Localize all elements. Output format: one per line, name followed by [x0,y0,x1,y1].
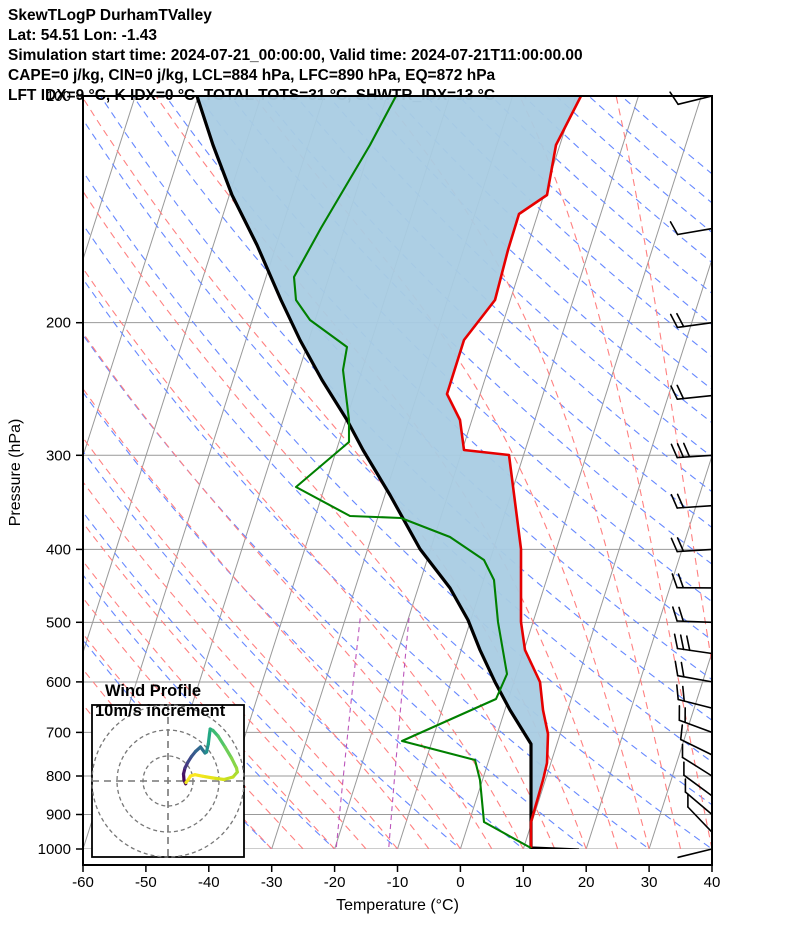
svg-text:-40: -40 [198,874,220,891]
svg-text:Simulation start time: 2024-07: Simulation start time: 2024-07-21_00:00:… [8,47,583,64]
svg-text:Wind Profile: Wind Profile [105,682,201,700]
svg-text:10: 10 [515,874,532,891]
svg-text:30: 30 [641,874,658,891]
svg-text:10m/s increment: 10m/s increment [95,702,226,720]
svg-text:SkewTLogP DurhamTValley: SkewTLogP DurhamTValley [8,7,212,24]
svg-text:300: 300 [46,447,71,464]
svg-text:1000: 1000 [38,841,71,858]
svg-text:-60: -60 [72,874,94,891]
svg-text:-30: -30 [261,874,283,891]
svg-text:900: 900 [46,807,71,824]
svg-text:-10: -10 [387,874,409,891]
svg-text:200: 200 [46,315,71,332]
svg-text:100: 100 [46,88,71,105]
svg-text:-50: -50 [135,874,157,891]
svg-text:40: 40 [704,874,721,891]
svg-text:500: 500 [46,614,71,631]
svg-text:CAPE=0 j/kg, CIN=0 j/kg, LCL=8: CAPE=0 j/kg, CIN=0 j/kg, LCL=884 hPa, LF… [8,67,496,84]
svg-text:Lat: 54.51 Lon: -1.43: Lat: 54.51 Lon: -1.43 [8,27,157,44]
svg-text:0: 0 [456,874,464,891]
svg-text:400: 400 [46,541,71,558]
svg-text:800: 800 [46,768,71,785]
svg-text:-20: -20 [324,874,346,891]
svg-text:Pressure (hPa): Pressure (hPa) [7,419,24,527]
svg-text:700: 700 [46,724,71,741]
svg-text:600: 600 [46,674,71,691]
svg-text:Temperature (°C): Temperature (°C) [336,897,459,914]
svg-text:20: 20 [578,874,595,891]
